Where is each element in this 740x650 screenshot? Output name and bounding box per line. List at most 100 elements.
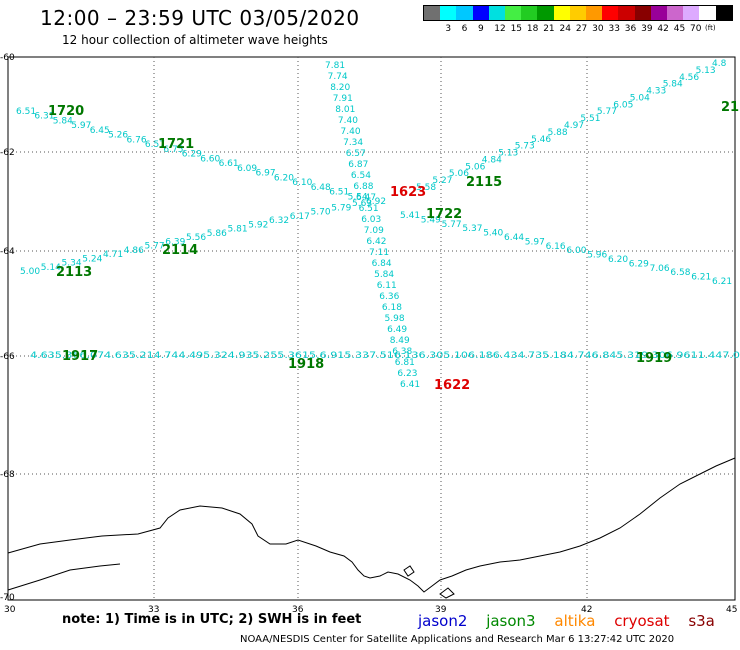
wave-height-value: 7.06 (650, 264, 670, 274)
wave-height-value: 6.10 (292, 178, 312, 188)
color-swatch (569, 6, 587, 20)
page-title: 12:00 – 23:59 UTC 03/05/2020 (40, 6, 360, 30)
wave-height-value: 6.81 (395, 358, 415, 368)
color-scale-label: 12 (494, 24, 506, 34)
pass-label: 1722 (426, 207, 462, 222)
color-swatch (553, 6, 570, 20)
wave-height-value: 6.61 (219, 159, 239, 169)
color-swatch (472, 6, 489, 20)
wave-height-value: 5.51 (580, 114, 600, 124)
footnote: note: 1) Time is in UTC; 2) SWH is in fe… (62, 612, 362, 627)
lat-label: -60 (0, 53, 15, 63)
wave-height-value: 5.06 (449, 169, 469, 179)
color-scale-label: 6 (461, 24, 468, 34)
wave-height-value: 6.31 (34, 112, 54, 122)
color-swatch (618, 6, 635, 20)
wave-height-value: 6.21 (712, 277, 732, 287)
color-swatch (537, 6, 554, 20)
credit-line: NOAA/NESDIS Center for Satellite Applica… (240, 634, 675, 645)
wave-height-value: 5.41 (400, 211, 420, 221)
wave-height-value: 5.49 (421, 215, 441, 225)
color-swatch (699, 6, 716, 20)
color-swatch (488, 6, 506, 20)
wave-height-value: 6.20 (274, 173, 294, 183)
wave-height-value: 6.17 (290, 212, 310, 222)
color-swatch (602, 6, 619, 20)
color-scale-label: 21 (543, 24, 555, 34)
wave-height-value: 5.70 (311, 208, 331, 218)
wave-height-value: 6.09 (237, 164, 257, 174)
wave-height-value: 6.11 (377, 281, 397, 291)
lon-label: 39 (435, 605, 447, 615)
wave-height-value: 5.40 (483, 229, 503, 239)
color-scale-label: 9 (477, 24, 484, 34)
wave-height-value: 4.56 (679, 73, 699, 83)
wave-height-value: 6.44 (504, 233, 524, 243)
wave-height-value: 6.51 (329, 188, 349, 198)
wave-height-value: 6.49 (387, 325, 407, 335)
track-southeast-values: 5.41 5.49 5.77 5.37 5.40 6.44 5.97 6.16 6.00 5.96… (400, 211, 732, 287)
track-southwest-values: 5.00 5.14 5.34 5.24 4.71 4.86 5.77 6.39 5.56 5.86… (20, 199, 372, 277)
wave-height-value: 5.06 (465, 162, 485, 172)
lat-label: -62 (0, 148, 15, 158)
color-scale-label: 30 (592, 24, 604, 34)
wave-height-value: 5.13 (696, 66, 716, 76)
lon-label: 33 (148, 605, 159, 615)
wave-height-value: 6.05 (613, 100, 633, 110)
color-scale-label: 24 (559, 24, 571, 34)
wave-height-value: 6.97 (256, 169, 276, 179)
wave-height-value: 5.86 (207, 229, 227, 239)
wave-height-value: 5.77 (145, 242, 165, 252)
wave-height-value: 5.84 (53, 117, 73, 127)
page-subtitle: 12 hour collection of altimeter wave hei… (62, 33, 328, 47)
color-swatch (634, 6, 651, 20)
wave-height-value: 6.92 (366, 197, 386, 207)
wave-height-value: 6.29 (629, 259, 649, 269)
graticule (8, 57, 735, 600)
legend-altika: altika (554, 612, 596, 630)
color-swatch (456, 6, 473, 20)
pass-labels: 1720 1721 2115 2114 2113 1722 1623 1622 … (48, 100, 739, 393)
lat-label: -70 (0, 593, 15, 603)
wave-height-value: 5.04 (630, 93, 650, 103)
color-swatch (715, 6, 732, 20)
legend-jason3: jason3 (486, 612, 536, 630)
track-horizontal-values: 4.635.366.074.635.214.744.495.324.935.25… (30, 351, 740, 361)
wave-height-value: 5.84 (374, 270, 394, 280)
color-scale-label: 36 (624, 24, 637, 34)
pass-label: 1720 (48, 104, 84, 119)
wave-height-value: 5.79 (331, 203, 351, 213)
wave-height-value: 8.20 (330, 83, 350, 93)
wave-height-value: 6.36 (379, 292, 399, 302)
wave-height-value: 4.86 (124, 246, 144, 256)
pass-label: 1721 (158, 137, 194, 152)
wave-height-value: 5.54 (348, 192, 368, 202)
wave-height-value: 6.75 (163, 145, 183, 155)
wave-height-value: 6.57 (145, 140, 165, 150)
legend-cryosat: cryosat (614, 612, 670, 630)
wave-height-value: 7.81 (325, 61, 345, 71)
wave-height-value: 4.84 (482, 155, 502, 165)
wave-height-value: 8.49 (390, 336, 410, 346)
wave-height-value: 6.58 (670, 268, 690, 278)
wave-height-value: 6.00 (566, 246, 586, 256)
pass-label: 1918 (288, 357, 324, 372)
track-vertical-values: 7.817.748.207.918.017.407.407.346.576.87… (325, 61, 420, 390)
coastline-islands (7, 563, 455, 599)
wave-height-value: 7.40 (341, 127, 361, 137)
pass-label: 1919 (636, 351, 672, 366)
map-frame (7, 56, 736, 601)
wave-height-value: 7.11 (369, 248, 389, 258)
wave-height-value: 6.21 (691, 273, 711, 283)
wave-height-value: 5.58 (416, 183, 436, 193)
wave-height-value: 6.42 (366, 237, 386, 247)
color-swatch (650, 6, 668, 20)
pass-label: 2114 (162, 243, 198, 258)
color-swatch (505, 6, 522, 20)
coastline (7, 457, 736, 593)
wave-height-value: 6.41 (400, 380, 420, 390)
wave-height-value: 6.18 (382, 303, 402, 313)
wave-height-value: 5.37 (462, 224, 482, 234)
wave-height-value: 5.34 (62, 259, 82, 269)
